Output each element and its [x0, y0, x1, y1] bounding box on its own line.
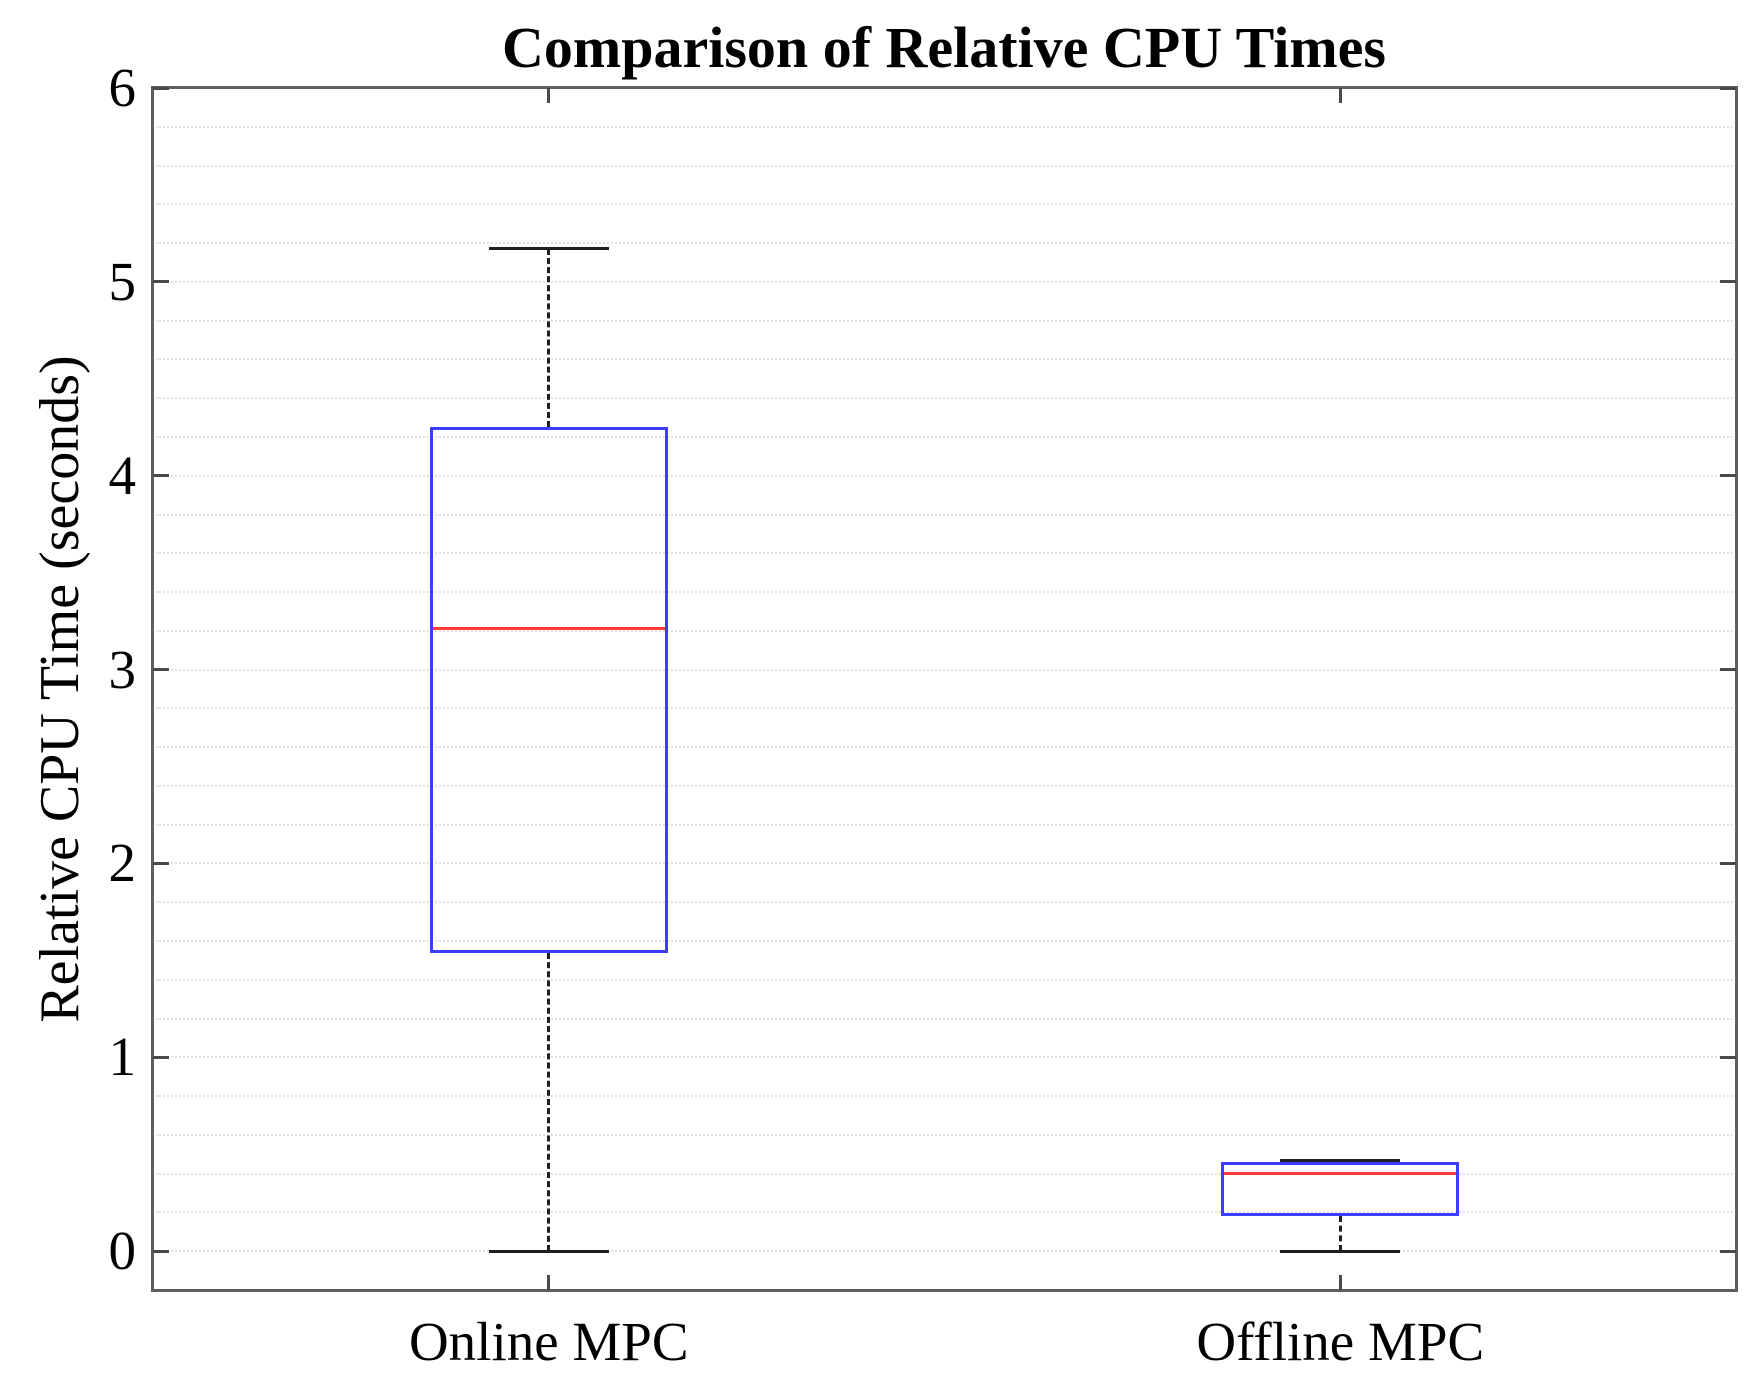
y-tick-label-6: 6 — [108, 57, 137, 118]
x-tick-label-online-mpc: Online MPC — [408, 1311, 689, 1372]
y-tick-label-0: 0 — [108, 1220, 137, 1282]
plot-area — [151, 86, 1738, 1292]
y-tick-label-1: 1 — [108, 1026, 137, 1088]
y-axis-label: Relative CPU Time (seconds) — [29, 355, 91, 1023]
x-tick-label-offline-mpc: Offline MPC — [1196, 1311, 1485, 1372]
chart-title: Comparison of Relative CPU Times — [502, 15, 1386, 80]
y-tick-label-5: 5 — [108, 250, 137, 312]
